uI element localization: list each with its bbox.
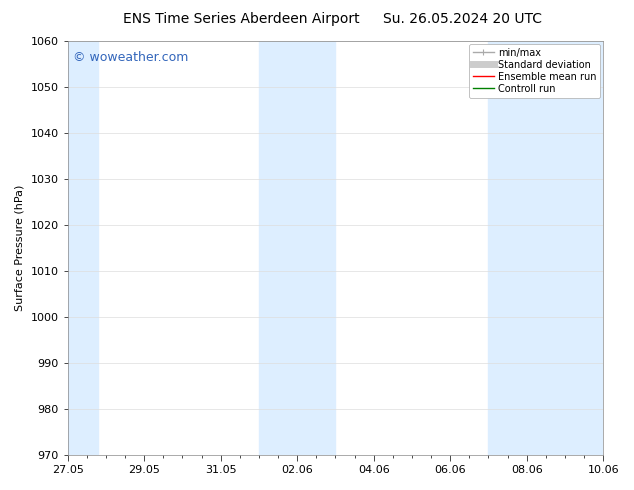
Legend: min/max, Standard deviation, Ensemble mean run, Controll run: min/max, Standard deviation, Ensemble me… [469, 44, 600, 98]
Bar [259, 41, 335, 455]
Text: © woweather.com: © woweather.com [73, 51, 188, 64]
Y-axis label: Surface Pressure (hPa): Surface Pressure (hPa) [15, 185, 25, 311]
Text: Su. 26.05.2024 20 UTC: Su. 26.05.2024 20 UTC [384, 12, 542, 26]
Bar [68, 41, 98, 455]
Bar [488, 41, 603, 455]
Text: ENS Time Series Aberdeen Airport: ENS Time Series Aberdeen Airport [122, 12, 359, 26]
